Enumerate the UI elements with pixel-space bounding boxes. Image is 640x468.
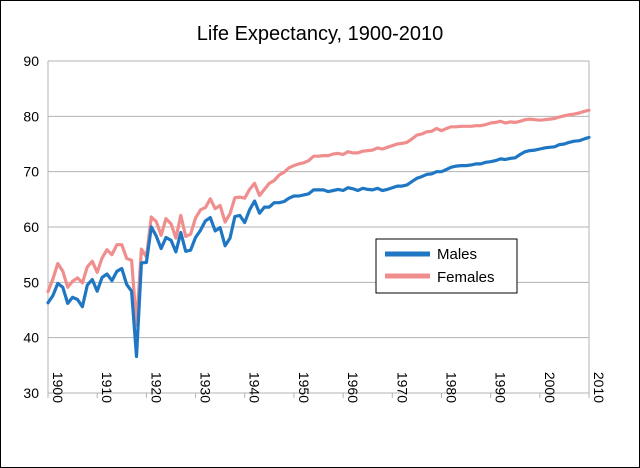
y-tick-label-50: 50 [23,274,39,290]
y-tick-label-40: 40 [23,330,39,346]
x-tick-label-1960: 1960 [345,372,361,403]
x-tick-label-1990: 1990 [493,372,509,403]
x-tick-label-1910: 1910 [99,372,115,403]
chart-title: Life Expectancy, 1900-2010 [197,23,443,45]
y-tick-label-60: 60 [23,219,39,235]
legend-label-males: Males [437,246,477,263]
x-tick-label-1980: 1980 [443,372,459,403]
y-tick-label-30: 30 [23,385,39,401]
x-axis-ticks: 1900 1910 1920 1930 1940 1950 1960 1970 1980 1990… [47,372,607,403]
x-tick-label-1920: 1920 [148,372,164,403]
x-tick-label-1970: 1970 [394,372,410,403]
x-tick-label-2010: 2010 [591,372,607,403]
series-line-males [46,135,591,359]
x-tick-label-1940: 1940 [247,372,263,403]
y-tick-label-70: 70 [23,164,39,180]
legend-label-females: Females [437,269,495,286]
legend-box [375,238,518,294]
x-tick-label-1950: 1950 [296,372,312,403]
x-tick-label-1900: 1900 [50,372,66,403]
y-tick-label-80: 80 [23,108,39,124]
y-axis-ticks: 30 40 50 60 70 80 90 [23,53,39,401]
x-tick-label-2000: 2000 [542,372,558,403]
y-tick-label-90: 90 [23,53,39,69]
grid-lines [47,60,590,394]
series-lines [46,108,591,359]
x-tick-label-1930: 1930 [198,372,214,403]
legend: Males Females [375,238,518,294]
